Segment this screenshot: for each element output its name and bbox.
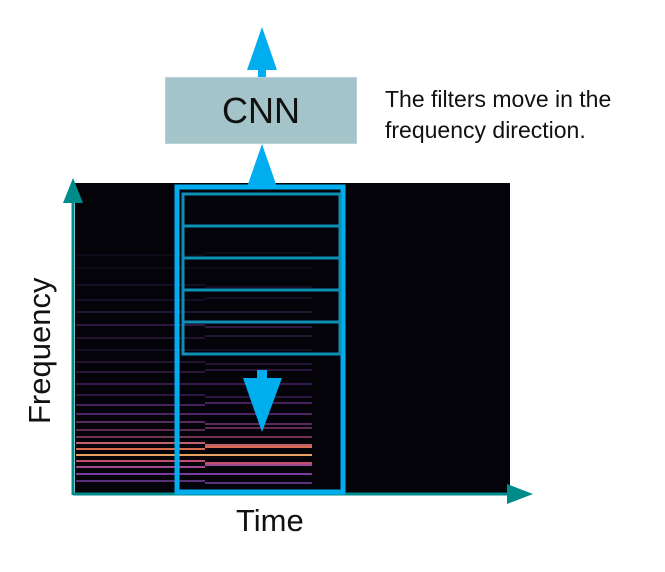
caption-line-1: The filters move in the: [385, 86, 612, 112]
frequency-axis-arrowhead-icon: [63, 178, 83, 203]
cnn-output-arrow-icon: [247, 27, 277, 78]
filter-rows: [181, 192, 342, 356]
cnn-label: CNN: [222, 89, 300, 131]
filter-row-5: [181, 320, 342, 356]
filter-move-down-arrow-icon: [243, 370, 282, 432]
frequency-axis: [63, 178, 83, 495]
window-to-cnn-arrow-icon: [247, 144, 277, 187]
caption-line-2: frequency direction.: [385, 117, 586, 143]
time-axis-arrowhead-icon: [507, 484, 533, 504]
y-axis-label: Frequency: [22, 277, 57, 424]
cnn-block: CNN: [165, 77, 357, 144]
x-axis-label: Time: [236, 503, 304, 538]
caption: The filters move in the frequency direct…: [385, 84, 655, 146]
